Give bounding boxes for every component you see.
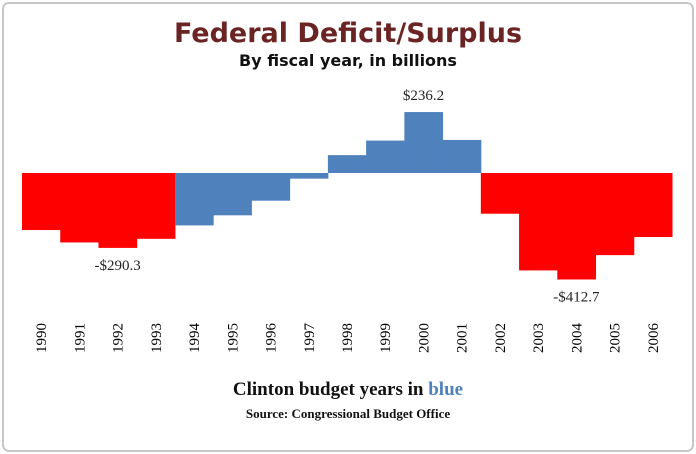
bar: [174, 173, 214, 226]
bar: [251, 173, 291, 201]
bar: [595, 173, 635, 256]
bar: [633, 173, 673, 238]
bar: [366, 140, 405, 173]
value-label: -$290.3: [94, 258, 140, 274]
x-tick-label: 1996: [264, 323, 280, 354]
bar: [22, 173, 61, 231]
note-highlight: blue: [428, 379, 463, 400]
x-tick-label: 2001: [455, 323, 471, 353]
x-tick-label: 2005: [608, 323, 624, 353]
x-tick-label: 2003: [531, 323, 547, 353]
chart-subtitle: By fiscal year, in billions: [239, 51, 457, 70]
x-tick-label: 1992: [111, 323, 127, 353]
note: Clinton budget years in blue: [233, 379, 463, 400]
x-tick-label: 1998: [340, 323, 356, 353]
bar: [557, 173, 597, 280]
x-tick-label: 1999: [378, 323, 394, 353]
value-label: -$412.7: [553, 289, 600, 305]
bar: [60, 173, 99, 243]
x-tick-label: 2004: [569, 323, 585, 354]
x-tick-label: 2006: [646, 323, 662, 354]
note-text: Clinton budget years in: [233, 379, 424, 400]
source: Source: Congressional Budget Office: [246, 406, 450, 421]
bar: [136, 173, 176, 239]
x-tick-label: 1997: [302, 323, 318, 354]
bar: [519, 173, 558, 271]
bar: [442, 139, 482, 173]
x-tick-label: 1990: [34, 323, 50, 353]
x-tick-label: 1993: [149, 323, 165, 353]
x-tick-label: 1994: [187, 323, 203, 354]
bar: [404, 112, 444, 173]
bar: [213, 173, 252, 216]
bar: [98, 173, 138, 248]
chart-title: Federal Deficit/Surplus: [174, 18, 522, 49]
x-tick-label: 1995: [225, 323, 241, 353]
x-tick-label: 2000: [416, 323, 432, 353]
x-tick-label: 1991: [72, 323, 88, 353]
bar: [289, 173, 329, 179]
bar: [480, 173, 520, 214]
value-label: $236.2: [403, 88, 444, 104]
x-tick-label: 2002: [493, 323, 509, 353]
bar: [327, 155, 367, 173]
